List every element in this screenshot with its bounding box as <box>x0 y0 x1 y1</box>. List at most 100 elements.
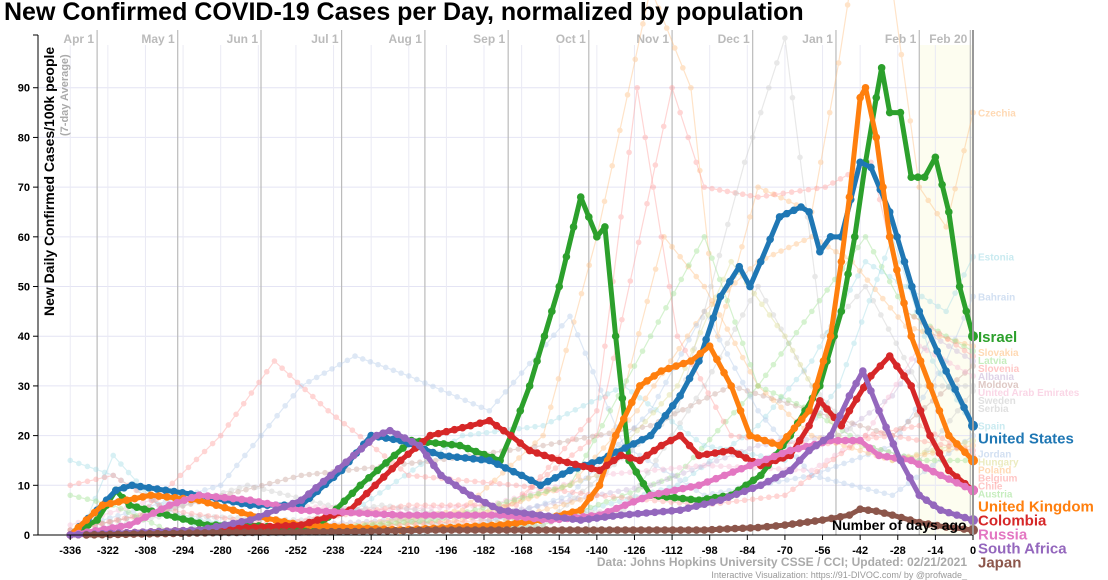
data-point <box>701 383 708 389</box>
data-point <box>624 92 631 98</box>
data-point <box>179 503 186 509</box>
data-point <box>254 498 263 506</box>
data-point <box>577 477 584 484</box>
data-point <box>319 527 328 536</box>
data-point <box>862 283 869 290</box>
data-point <box>567 497 573 504</box>
data-point <box>953 511 961 519</box>
data-point <box>818 516 827 524</box>
data-point <box>669 243 675 250</box>
data-point <box>438 511 446 519</box>
data-point <box>586 493 594 502</box>
data-point <box>555 456 564 465</box>
data-point <box>808 467 815 474</box>
data-point <box>593 233 601 241</box>
data-point <box>636 456 644 465</box>
data-point <box>595 466 604 475</box>
data-point <box>125 469 132 476</box>
data-point <box>587 504 594 511</box>
data-point <box>365 474 373 482</box>
data-point <box>645 526 653 534</box>
data-point <box>724 351 731 357</box>
data-point <box>203 492 212 500</box>
data-point <box>410 467 416 473</box>
data-point <box>919 328 926 335</box>
data-point <box>354 498 362 506</box>
x-tick-label: -210 <box>398 545 420 557</box>
data-point <box>793 400 800 407</box>
data-point <box>768 439 776 447</box>
series-label: Moldova <box>978 380 1019 391</box>
data-point <box>837 257 846 266</box>
data-point <box>808 432 815 439</box>
data-point <box>472 478 478 485</box>
data-point <box>837 421 846 430</box>
x-tick-label: -266 <box>247 545 269 557</box>
data-point <box>762 413 769 420</box>
data-point <box>496 500 502 507</box>
data-point <box>753 434 762 442</box>
data-point <box>139 499 146 506</box>
data-point <box>618 470 625 476</box>
data-point <box>908 356 915 362</box>
data-point <box>536 481 545 490</box>
data-point <box>872 286 878 293</box>
data-point <box>780 190 787 197</box>
data-point <box>137 530 146 538</box>
data-point <box>492 421 501 430</box>
data-point <box>467 499 474 506</box>
data-point <box>584 213 593 221</box>
data-point <box>900 257 909 266</box>
data-point <box>67 522 74 528</box>
data-point <box>485 456 494 465</box>
data-point <box>747 361 754 368</box>
series-label: Bahrain <box>978 292 1015 303</box>
data-point <box>256 528 265 537</box>
data-point <box>852 379 860 388</box>
data-point <box>463 502 470 508</box>
data-point <box>472 447 480 456</box>
data-point <box>439 440 448 448</box>
data-point <box>639 479 648 488</box>
data-point <box>693 320 699 327</box>
data-point <box>220 503 229 512</box>
data-point <box>805 406 813 415</box>
data-point <box>629 526 638 534</box>
data-point <box>92 495 99 502</box>
data-point <box>434 429 443 438</box>
data-point <box>870 420 877 426</box>
data-point <box>729 468 737 476</box>
data-point <box>811 517 819 525</box>
data-point <box>621 526 630 534</box>
y-tick-label: 50 <box>18 282 30 294</box>
data-point <box>569 499 575 505</box>
series-line <box>69 236 974 536</box>
data-point <box>692 502 701 510</box>
data-point <box>732 319 738 325</box>
data-point <box>916 184 923 190</box>
data-point <box>106 499 115 508</box>
data-point <box>907 118 914 124</box>
data-point <box>961 482 969 491</box>
data-point <box>778 395 784 401</box>
data-point <box>533 357 541 365</box>
data-point <box>128 481 136 490</box>
data-point <box>936 506 945 514</box>
data-point <box>634 84 640 91</box>
x-tick-label: -322 <box>97 545 119 557</box>
data-point <box>576 506 585 514</box>
data-point <box>864 506 873 514</box>
data-point <box>480 505 486 511</box>
data-point <box>357 433 364 440</box>
data-point <box>841 460 847 467</box>
data-point <box>845 406 854 415</box>
data-point <box>906 516 915 524</box>
data-point <box>885 394 892 401</box>
data-point <box>650 481 657 487</box>
data-point <box>212 493 221 501</box>
data-point <box>413 511 422 519</box>
data-point <box>766 494 772 501</box>
data-point <box>246 516 255 524</box>
data-point <box>371 481 379 490</box>
data-point <box>924 327 933 336</box>
